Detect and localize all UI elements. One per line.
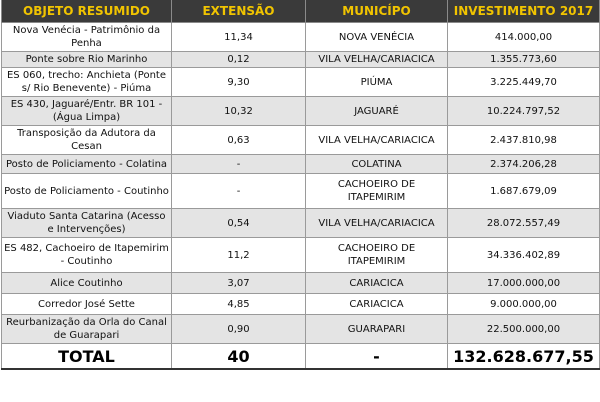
cell-objeto: Viaduto Santa Catarina (Acesso e Interve… xyxy=(1,208,172,238)
table-row: Reurbanização da Orla do Canal de Guarap… xyxy=(1,314,600,344)
cell-objeto: Transposição da Adutora da Cesan xyxy=(1,125,172,155)
cell-municipio: GUARAPARI xyxy=(305,314,448,344)
cell-municipio: VILA VELHA/CARIACICA xyxy=(305,125,448,155)
cell-municipio: NOVA VENÉCIA xyxy=(305,22,448,52)
cell-extensao: 0,12 xyxy=(171,51,306,68)
header-municipio: MUNICÍPO xyxy=(305,0,448,23)
cell-municipio: PIÚMA xyxy=(305,67,448,97)
cell-extensao: 0,63 xyxy=(171,125,306,155)
cell-objeto: Alice Coutinho xyxy=(1,272,172,294)
total-extensao: 40 xyxy=(171,343,306,370)
cell-investimento: 2.437.810,98 xyxy=(447,125,600,155)
total-label: TOTAL xyxy=(1,343,172,370)
cell-extensao: 0,90 xyxy=(171,314,306,344)
cell-objeto: ES 060, trecho: Anchieta (Ponte s/ Rio B… xyxy=(1,67,172,97)
cell-objeto: ES 482, Cachoeiro de Itapemirim - Coutin… xyxy=(1,237,172,273)
cell-objeto: Nova Venécia - Patrimônio da Penha xyxy=(1,22,172,52)
cell-municipio: CACHOEIRO DE ITAPEMIRIM xyxy=(305,237,448,273)
investment-table: OBJETO RESUMIDO EXTENSÃO MUNICÍPO INVEST… xyxy=(1,0,600,370)
cell-municipio: VILA VELHA/CARIACICA xyxy=(305,208,448,238)
cell-objeto: ES 430, Jaguaré/Entr. BR 101 - (Água Lim… xyxy=(1,96,172,126)
table-row: Posto de Policiamento - Coutinho - CACHO… xyxy=(1,173,600,209)
cell-municipio: CARIACICA xyxy=(305,293,448,315)
cell-extensao: 9,30 xyxy=(171,67,306,97)
table-row: Ponte sobre Rio Marinho 0,12 VILA VELHA/… xyxy=(1,51,600,68)
cell-municipio: COLATINA xyxy=(305,154,448,174)
header-extensao: EXTENSÃO xyxy=(171,0,306,23)
table-row: Alice Coutinho 3,07 CARIACICA 17.000.000… xyxy=(1,272,600,294)
cell-municipio: CARIACICA xyxy=(305,272,448,294)
cell-extensao: 11,34 xyxy=(171,22,306,52)
table-row: ES 060, trecho: Anchieta (Ponte s/ Rio B… xyxy=(1,67,600,97)
cell-investimento: 1.687.679,09 xyxy=(447,173,600,209)
header-investimento: INVESTIMENTO 2017 xyxy=(447,0,600,23)
cell-objeto: Posto de Policiamento - Coutinho xyxy=(1,173,172,209)
cell-objeto: Reurbanização da Orla do Canal de Guarap… xyxy=(1,314,172,344)
cell-investimento: 10.224.797,52 xyxy=(447,96,600,126)
cell-municipio: VILA VELHA/CARIACICA xyxy=(305,51,448,68)
table-row: ES 482, Cachoeiro de Itapemirim - Coutin… xyxy=(1,237,600,273)
cell-objeto: Posto de Policiamento - Colatina xyxy=(1,154,172,174)
table-row: Corredor José Sette 4,85 CARIACICA 9.000… xyxy=(1,293,600,315)
cell-investimento: 2.374.206,28 xyxy=(447,154,600,174)
total-row: TOTAL 40 - 132.628.677,55 xyxy=(1,343,600,370)
total-investimento: 132.628.677,55 xyxy=(447,343,600,370)
cell-municipio: JAGUARÉ xyxy=(305,96,448,126)
cell-extensao: 3,07 xyxy=(171,272,306,294)
cell-investimento: 414.000,00 xyxy=(447,22,600,52)
header-row: OBJETO RESUMIDO EXTENSÃO MUNICÍPO INVEST… xyxy=(1,0,600,23)
total-municipio: - xyxy=(305,343,448,370)
table-row: Nova Venécia - Patrimônio da Penha 11,34… xyxy=(1,22,600,52)
cell-investimento: 9.000.000,00 xyxy=(447,293,600,315)
cell-municipio: CACHOEIRO DE ITAPEMIRIM xyxy=(305,173,448,209)
cell-investimento: 34.336.402,89 xyxy=(447,237,600,273)
table-row: Viaduto Santa Catarina (Acesso e Interve… xyxy=(1,208,600,238)
cell-extensao: - xyxy=(171,154,306,174)
table-row: ES 430, Jaguaré/Entr. BR 101 - (Água Lim… xyxy=(1,96,600,126)
cell-objeto: Corredor José Sette xyxy=(1,293,172,315)
header-objeto: OBJETO RESUMIDO xyxy=(1,0,172,23)
cell-objeto: Ponte sobre Rio Marinho xyxy=(1,51,172,68)
cell-extensao: 10,32 xyxy=(171,96,306,126)
cell-extensao: 0,54 xyxy=(171,208,306,238)
cell-investimento: 1.355.773,60 xyxy=(447,51,600,68)
table-row: Transposição da Adutora da Cesan 0,63 VI… xyxy=(1,125,600,155)
cell-investimento: 3.225.449,70 xyxy=(447,67,600,97)
cell-investimento: 28.072.557,49 xyxy=(447,208,600,238)
cell-extensao: 11,2 xyxy=(171,237,306,273)
cell-investimento: 17.000.000,00 xyxy=(447,272,600,294)
table-row: Posto de Policiamento - Colatina - COLAT… xyxy=(1,154,600,174)
cell-investimento: 22.500.000,00 xyxy=(447,314,600,344)
cell-extensao: 4,85 xyxy=(171,293,306,315)
cell-extensao: - xyxy=(171,173,306,209)
